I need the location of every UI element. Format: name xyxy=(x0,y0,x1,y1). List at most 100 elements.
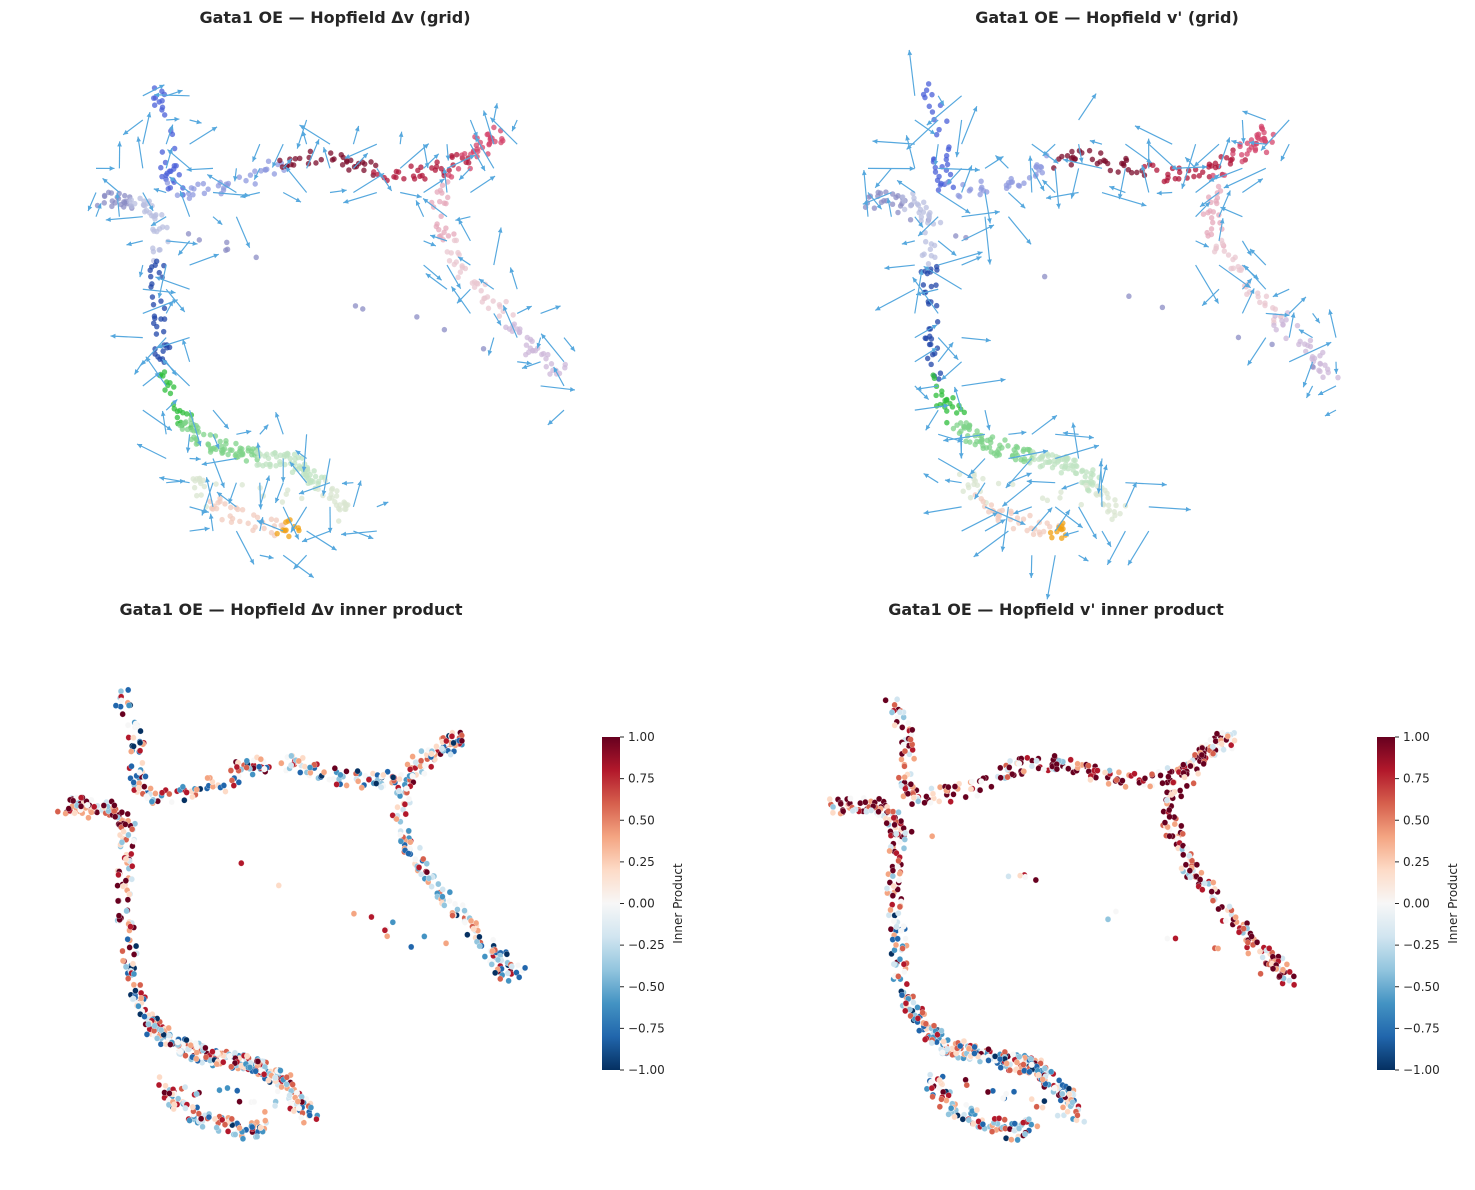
cell-point xyxy=(901,774,908,781)
cell-point xyxy=(929,790,937,798)
cell-point xyxy=(270,451,276,457)
cell-point xyxy=(1038,456,1045,462)
arrow-head xyxy=(1250,248,1256,255)
cell-point xyxy=(285,487,291,493)
velocity-arrow xyxy=(322,458,331,496)
cell-point xyxy=(219,450,225,456)
cell-point xyxy=(407,838,414,846)
cell-point xyxy=(222,788,229,795)
velocity-arrow xyxy=(282,506,300,540)
cell-point xyxy=(164,180,171,186)
arrow-head xyxy=(1005,482,1011,488)
cell-point xyxy=(925,261,932,267)
cell-point xyxy=(497,975,504,983)
cell-point xyxy=(1212,164,1219,171)
arrow-head xyxy=(987,259,992,265)
cell-point xyxy=(234,1087,241,1094)
cell-point xyxy=(153,258,160,265)
cell-point xyxy=(273,462,279,469)
chart-panel-delta-v-inner-product: Gata1 OE — Hopfield Δv inner product 1.0… xyxy=(0,592,720,1182)
cell-point xyxy=(297,769,304,776)
cell-point xyxy=(900,845,908,852)
cell-point xyxy=(1017,872,1024,879)
arrow-head xyxy=(521,364,528,370)
cell-point xyxy=(1041,1065,1048,1072)
cell-point xyxy=(1291,981,1298,988)
cell-point xyxy=(1069,148,1075,155)
cell-point xyxy=(893,923,900,930)
cell-point xyxy=(189,793,196,801)
cell-point xyxy=(152,790,159,797)
cell-point xyxy=(1083,482,1089,489)
cell-point xyxy=(337,506,343,513)
cell-point xyxy=(119,710,126,718)
cell-point xyxy=(1218,740,1225,748)
colorbar-tick-label: 0.00 xyxy=(628,897,655,911)
cell-point xyxy=(165,186,171,192)
cell-point xyxy=(405,795,413,803)
velocity-arrow xyxy=(914,404,949,411)
cell-point xyxy=(900,194,906,200)
cell-point xyxy=(954,422,960,428)
cell-point xyxy=(1102,158,1109,165)
arrow-head xyxy=(459,174,465,180)
cell-point xyxy=(274,1088,281,1095)
cell-point xyxy=(304,466,311,472)
cell-point xyxy=(1141,775,1148,782)
arrow-head xyxy=(905,135,910,141)
cell-point xyxy=(1072,457,1078,464)
cell-point xyxy=(318,156,324,163)
cell-point xyxy=(109,203,115,210)
velocity-arrow xyxy=(1260,119,1290,151)
cell-point xyxy=(910,999,917,1006)
cell-point xyxy=(294,1098,301,1105)
cell-point xyxy=(1198,751,1205,759)
cell-point xyxy=(353,163,360,170)
cell-point xyxy=(174,192,181,199)
velocity-arrow xyxy=(914,269,923,314)
arrow-head xyxy=(275,497,280,503)
cell-point xyxy=(957,1042,964,1050)
cell-point xyxy=(950,425,957,432)
velocity-arrows xyxy=(87,84,576,579)
cell-point xyxy=(926,341,933,348)
cell-point xyxy=(228,1115,235,1123)
cell-point xyxy=(883,820,890,827)
cell-point xyxy=(1283,961,1290,968)
velocity-arrow xyxy=(937,457,973,479)
cell-point xyxy=(971,481,977,488)
cell-point xyxy=(862,799,869,806)
cell-point xyxy=(423,868,430,876)
cell-point xyxy=(171,162,177,169)
cell-point xyxy=(252,524,258,530)
cell-point xyxy=(1131,770,1138,777)
cell-point xyxy=(1033,1103,1040,1110)
cell-point xyxy=(130,970,138,978)
arrow-head xyxy=(1062,430,1068,436)
cell-point xyxy=(1230,265,1237,272)
cell-point xyxy=(243,458,250,464)
cell-point xyxy=(996,1055,1004,1063)
cell-point xyxy=(124,936,131,943)
cell-point xyxy=(262,1117,269,1124)
cell-point xyxy=(300,1119,307,1126)
cell-point xyxy=(1003,1135,1010,1142)
cell-point xyxy=(174,1038,181,1046)
arrow-head xyxy=(169,176,175,182)
cell-point xyxy=(439,182,446,189)
cell-point xyxy=(143,793,150,800)
cell-point xyxy=(220,782,227,789)
cell-point xyxy=(997,774,1004,781)
cell-point xyxy=(940,1088,947,1096)
arrow-head xyxy=(1247,359,1253,366)
cell-point xyxy=(1013,450,1019,456)
arrow-head xyxy=(170,289,176,295)
chart-title: Gata1 OE — Hopfield Δv (grid) xyxy=(199,8,471,27)
arrow-head xyxy=(950,250,957,256)
cell-point xyxy=(916,1027,923,1034)
arrow-head xyxy=(1242,110,1248,116)
cell-point xyxy=(318,474,325,481)
cell-point xyxy=(826,795,833,803)
cell-point xyxy=(1161,819,1168,826)
arrow-head xyxy=(1026,479,1032,484)
